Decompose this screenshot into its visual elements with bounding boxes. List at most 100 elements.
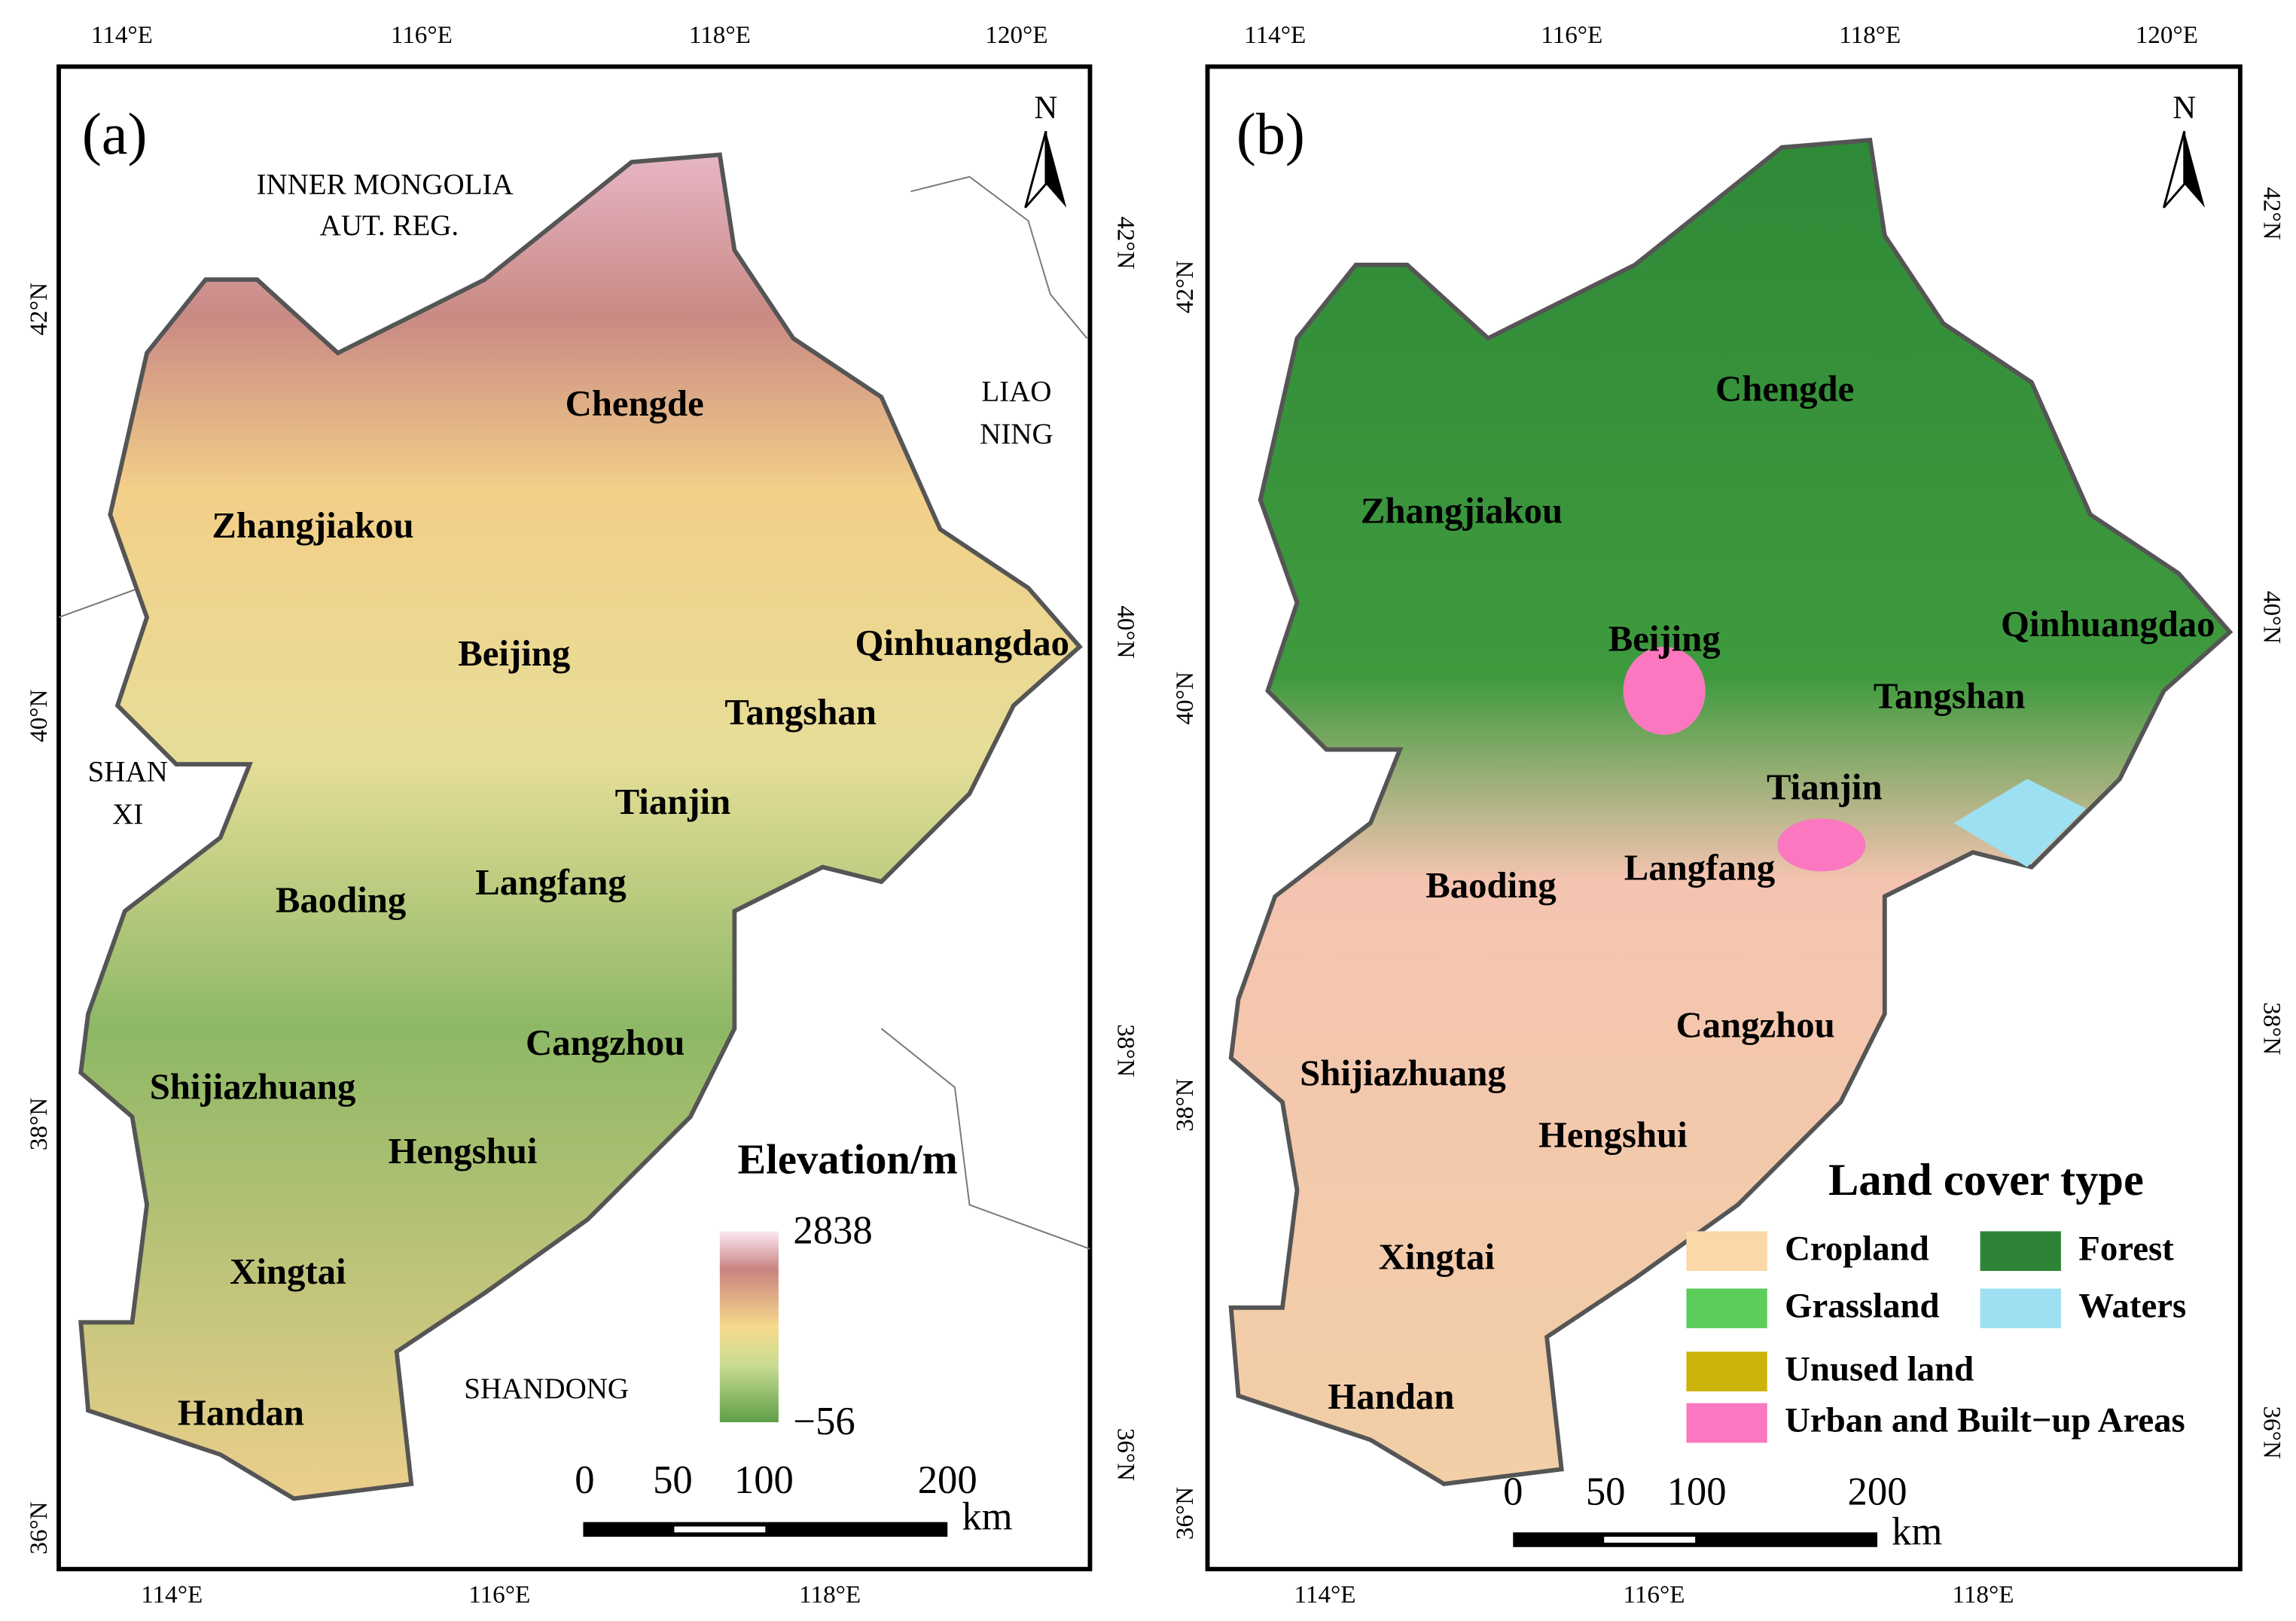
left-tick-label: 36°N — [1171, 1487, 1199, 1540]
scale-label: 200 — [918, 1458, 977, 1502]
right-tick-label: 40°N — [2258, 591, 2285, 644]
boundary — [910, 175, 1088, 339]
city-label: Shijiazhuang — [1300, 1053, 1506, 1094]
bottom-tick-label: 114°E — [1294, 1581, 1356, 1609]
city-label: Hengshui — [389, 1131, 538, 1172]
city-label: Langfang — [1624, 848, 1775, 888]
top-tick-label: 118°E — [1839, 21, 1901, 49]
city-label: Langfang — [475, 862, 626, 903]
city-label: Xingtai — [1379, 1237, 1495, 1278]
left-tick-label: 38°N — [1171, 1078, 1199, 1131]
city-label: Zhangjiakou — [1361, 491, 1563, 532]
legend-label: Urban and Built−up Areas — [1785, 1401, 2185, 1440]
city-label: Shijiazhuang — [150, 1066, 356, 1107]
right-tick-label: 38°N — [2258, 1002, 2285, 1055]
legend-max: 2838 — [793, 1208, 872, 1252]
left-tick-label: 40°N — [25, 689, 53, 742]
left-tick-label: 38°N — [25, 1098, 53, 1150]
north-label: N — [2173, 90, 2196, 126]
legend-label: Forest — [2078, 1229, 2174, 1268]
top-tick-label: 120°E — [985, 21, 1047, 49]
region-label: SHAN — [88, 756, 168, 788]
scale-label: 100 — [1667, 1470, 1727, 1514]
panel-label: (a) — [82, 101, 148, 166]
legend-swatch — [1686, 1351, 1767, 1392]
bottom-tick-label: 116°E — [468, 1581, 530, 1609]
scale-label: 100 — [734, 1458, 794, 1502]
right-tick-label: 42°N — [1112, 216, 1140, 269]
city-label: Qinhuangdao — [855, 623, 1069, 663]
bottom-tick-label: 114°E — [141, 1581, 203, 1609]
region-label: SHANDONG — [464, 1373, 629, 1405]
city-label: Cangzhou — [1676, 1004, 1834, 1045]
legend-swatch — [1980, 1231, 2061, 1272]
top-tick-label: 120°E — [2136, 21, 2198, 49]
city-label: Tianjin — [615, 782, 731, 822]
legend-swatch — [1686, 1288, 1767, 1329]
scale-bar — [674, 1526, 766, 1533]
scale-label: 0 — [575, 1458, 594, 1502]
left-tick-label: 42°N — [25, 282, 53, 335]
city-label: Baoding — [276, 880, 406, 921]
region-label: INNER MONGOLIA — [256, 168, 513, 200]
scale-label: 50 — [653, 1458, 693, 1502]
city-label: Beijing — [458, 633, 570, 674]
panels: (a) N 114°E 116°E 118°E 120°E 114°E 116°E 118°E 4… — [25, 21, 2285, 1609]
city-label: Beijing — [1608, 618, 1721, 659]
legend-ramp — [719, 1231, 779, 1422]
city-label: Handan — [1328, 1376, 1454, 1417]
legend-swatch — [1686, 1231, 1767, 1272]
scale-unit: km — [1892, 1510, 1942, 1553]
bottom-tick-label: 116°E — [1624, 1581, 1685, 1609]
top-tick-label: 116°E — [1541, 21, 1602, 49]
scale-label: 200 — [1848, 1470, 1907, 1514]
right-tick-label: 36°N — [1112, 1428, 1140, 1481]
north-arrow — [1045, 131, 1067, 208]
city-label: Handan — [178, 1392, 304, 1433]
urban-area — [1777, 818, 1866, 872]
legend-min: −56 — [793, 1400, 855, 1443]
city-label: Qinhuangdao — [2001, 604, 2215, 644]
legend-label: Cropland — [1785, 1229, 1929, 1268]
city-label: Chengde — [1715, 369, 1854, 410]
urban-area — [1623, 646, 1706, 736]
region-label: NING — [980, 418, 1053, 450]
top-tick-label: 116°E — [391, 21, 453, 49]
city-label: Chengde — [566, 383, 704, 424]
left-tick-label: 42°N — [1171, 261, 1199, 313]
right-tick-label: 36°N — [2258, 1406, 2285, 1458]
boundary — [880, 1028, 1090, 1250]
region-label: AUT. REG. — [320, 209, 459, 242]
city-label: Tianjin — [1767, 766, 1883, 807]
legend-swatch — [1980, 1288, 2061, 1329]
legend-label: Waters — [2078, 1287, 2186, 1326]
legend-title: Land cover type — [1828, 1155, 2144, 1205]
scale-label: 0 — [1503, 1470, 1523, 1514]
top-tick-label: 118°E — [689, 21, 751, 49]
city-label: Xingtai — [230, 1251, 346, 1292]
region-label: LIAO — [981, 375, 1051, 407]
water-area — [1953, 779, 2087, 867]
legend-label: Unused land — [1785, 1349, 1974, 1388]
bottom-tick-label: 118°E — [1952, 1581, 2014, 1609]
bottom-tick-label: 118°E — [799, 1581, 861, 1609]
top-tick-label: 114°E — [1244, 21, 1306, 49]
legend-swatch — [1686, 1403, 1767, 1443]
legend-title: Elevation/m — [737, 1137, 957, 1184]
scale-unit: km — [962, 1495, 1012, 1539]
right-tick-label: 38°N — [1112, 1024, 1140, 1077]
panel-label: (b) — [1236, 101, 1305, 166]
city-label: Cangzhou — [526, 1022, 685, 1063]
city-label: Tangshan — [1874, 675, 2025, 716]
scale-bar — [1604, 1537, 1696, 1543]
right-tick-label: 40°N — [1112, 605, 1140, 658]
top-tick-label: 114°E — [91, 21, 153, 49]
city-label: Baoding — [1425, 865, 1556, 906]
legend-label: Grassland — [1785, 1287, 1939, 1326]
north-label: N — [1034, 90, 1057, 126]
region-label: XI — [112, 798, 143, 830]
city-label: Hengshui — [1538, 1115, 1688, 1156]
right-tick-label: 42°N — [2258, 187, 2285, 239]
scale-label: 50 — [1586, 1470, 1626, 1514]
